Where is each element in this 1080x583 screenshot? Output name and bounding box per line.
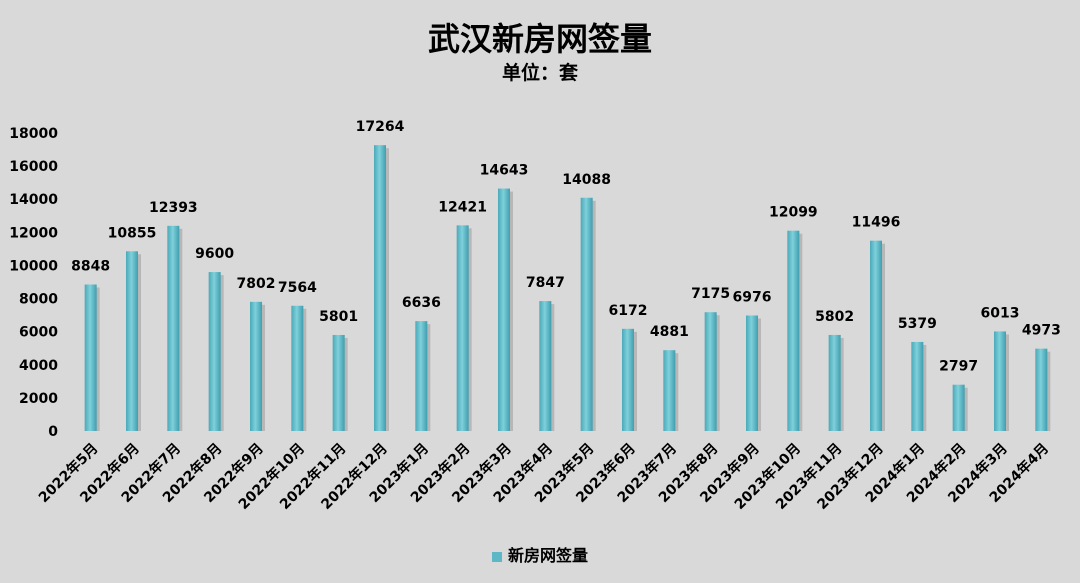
data-label: 4881 [650,324,689,340]
data-label: 6976 [733,290,772,306]
y-tick-label: 4000 [19,358,58,374]
bar [291,305,304,431]
data-label: 5379 [898,316,937,332]
y-tick-label: 12000 [9,225,58,241]
data-label: 14088 [562,172,611,188]
y-tick-label: 6000 [19,325,58,341]
bar [828,334,841,431]
bar [415,321,428,431]
bar [374,145,386,432]
data-label: 7564 [278,280,317,296]
chart-title: 武汉新房网签量 [427,20,652,58]
data-label: 8848 [71,259,110,275]
bar [622,328,634,431]
bar [911,341,924,431]
y-tick-label: 2000 [19,391,58,407]
bar [539,301,552,431]
bar [787,230,800,431]
bar [746,315,758,431]
data-label: 7847 [526,275,565,291]
data-label: 10855 [108,225,157,241]
bar [456,225,469,431]
data-label: 14643 [480,163,529,179]
bar [167,225,180,431]
y-tick-label: 0 [48,424,58,440]
legend-label: 新房网签量 [507,546,588,565]
data-label: 5802 [815,309,854,325]
y-tick-label: 14000 [9,192,58,208]
bar [126,251,138,431]
data-label: 12393 [149,200,198,216]
bar [704,312,717,431]
chart-subtitle: 单位：套 [501,62,578,84]
bar [1035,348,1048,431]
data-label: 7802 [237,276,276,292]
data-label: 11496 [852,215,901,231]
bar [580,197,593,431]
data-label: 4973 [1022,323,1061,339]
y-tick-label: 18000 [9,126,58,142]
data-label: 2797 [939,359,978,375]
y-tick-label: 10000 [9,258,58,274]
legend: 新房网签量 [0,542,1080,566]
data-label: 12421 [438,199,487,215]
bar [208,272,221,431]
bar [498,188,510,431]
bar [952,384,965,431]
bar [870,240,882,431]
data-label: 9600 [195,246,234,262]
data-label: 12099 [769,205,818,221]
data-label: 17264 [356,119,405,135]
data-label: 6172 [609,303,648,319]
bar [994,331,1006,431]
bar [250,301,262,431]
bar [663,350,676,431]
data-label: 7175 [691,286,730,302]
legend-swatch [491,551,502,562]
bar [84,284,97,431]
data-label: 6636 [402,295,441,311]
y-tick-label: 16000 [9,159,58,175]
bar [332,334,345,431]
data-label: 6013 [981,305,1020,321]
y-tick-label: 8000 [19,292,58,308]
data-label: 5801 [319,309,358,325]
